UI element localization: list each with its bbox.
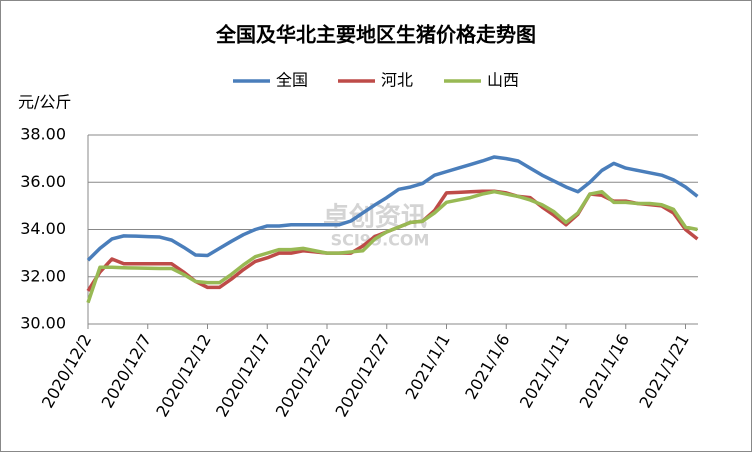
y-tick-label: 32.00 [20,266,66,285]
watermark: SCI99.COM [331,231,430,250]
watermark: 卓创资讯 [323,203,427,233]
y-tick-label: 34.00 [20,219,66,238]
y-tick-label: 38.00 [20,125,66,144]
legend-label: 山西 [487,71,519,90]
legend-label: 全国 [276,71,308,90]
legend-label: 河北 [381,71,413,90]
y-tick-label: 36.00 [20,172,66,191]
series-line [86,155,699,262]
y-axis-label: 元/公斤 [18,93,71,112]
chart-title: 全国及华北主要地区生猪价格走势图 [215,23,536,47]
y-tick-label: 30.00 [20,314,66,333]
series-line [86,189,698,304]
